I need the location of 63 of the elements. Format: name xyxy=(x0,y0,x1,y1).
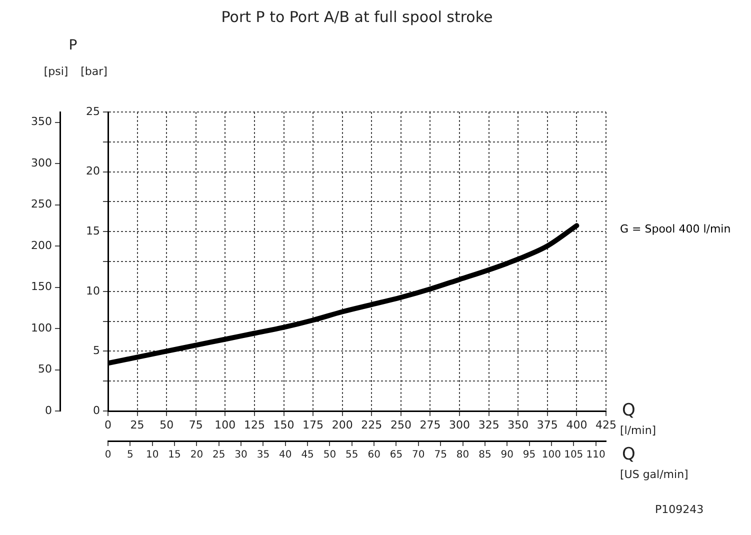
y2-tick-label: 100 xyxy=(31,321,52,334)
x2-tick-label: 25 xyxy=(212,450,226,461)
x2-tick-label: 55 xyxy=(346,450,358,461)
x2-tick-label: 0 xyxy=(104,450,112,461)
x-tick-label: 325 xyxy=(478,418,500,432)
x-axis-title: Q [l/min] xyxy=(620,400,656,437)
text: P xyxy=(68,38,78,54)
x2-tick-label: 105 xyxy=(564,450,584,461)
y2-tick-label: 50 xyxy=(38,362,52,376)
x-tick-label: 150 xyxy=(273,418,294,432)
x2-tick-label: 50 xyxy=(323,450,336,461)
y-tick-label: 10 xyxy=(86,284,100,298)
y-axis-title: [bar] xyxy=(80,64,108,78)
x2-tick-label: 30 xyxy=(234,450,248,461)
x2-tick-label: 10 xyxy=(146,450,159,461)
y2-tick-label: 250 xyxy=(31,198,52,211)
y2-tick-label: 0 xyxy=(45,404,52,417)
x2-tick-label: 100 xyxy=(542,450,561,461)
x2-tick-label: 15 xyxy=(168,450,181,461)
x2-tick-label: 35 xyxy=(256,450,270,461)
x-tick-label: 300 xyxy=(449,418,470,432)
y2-tick-label: 300 xyxy=(31,156,52,170)
x-tick-label: 75 xyxy=(188,418,203,432)
x2-tick-label: 20 xyxy=(190,450,204,461)
x2-tick-label: 110 xyxy=(586,450,606,461)
x-tick-label: 425 xyxy=(596,418,616,432)
y-tick-label: 15 xyxy=(86,224,100,238)
x-tick-label: 275 xyxy=(420,418,441,432)
x2-tick-label: 70 xyxy=(412,450,425,461)
y2-tick-label: 350 xyxy=(31,115,52,128)
x-tick-label: 100 xyxy=(214,418,236,432)
x2-tick-label: 45 xyxy=(301,450,314,461)
y2-tick-label: 200 xyxy=(31,238,52,252)
x-tick-label: 125 xyxy=(244,418,265,432)
x-tick-label: 350 xyxy=(508,418,529,432)
x-tick-label: 175 xyxy=(302,418,324,432)
x2-tick-label: 85 xyxy=(478,450,492,461)
y-tick-label: 5 xyxy=(93,344,100,358)
y2-axis-title: [psi] xyxy=(44,64,68,78)
x-tick-label: 375 xyxy=(536,418,558,432)
y-tick-label: 20 xyxy=(86,164,100,178)
x2-tick-label: 5 xyxy=(126,450,134,461)
x-tick-label: 225 xyxy=(361,418,382,432)
x2-tick-label: 75 xyxy=(434,450,447,461)
x2-tick-label: 80 xyxy=(456,450,470,461)
x-tick-label: 50 xyxy=(160,418,174,432)
x2-tick-label: 90 xyxy=(500,450,514,461)
y-tick-label: 0 xyxy=(93,404,100,417)
y-tick-label: 25 xyxy=(86,104,100,118)
chart-title: Port P to Port A/B at full spool stroke xyxy=(221,8,493,26)
x2-tick-label: 65 xyxy=(390,450,403,461)
x2-axis-title: Q [US gal/min] xyxy=(620,444,688,481)
x-tick-label: 250 xyxy=(390,418,412,432)
x2-tick-label: 95 xyxy=(522,450,536,461)
x-tick-label: 0 xyxy=(104,418,112,432)
x-tick-label: 25 xyxy=(130,418,144,432)
x-tick-label: 400 xyxy=(566,418,588,432)
y2-tick-label: 150 xyxy=(31,280,52,294)
x2-tick-label: 60 xyxy=(368,450,380,461)
x2-tick-label: 40 xyxy=(279,450,292,461)
text: P109243 xyxy=(655,502,704,516)
x-tick-label: 200 xyxy=(332,418,353,432)
text: G = Spool 400 l/min xyxy=(620,222,731,236)
